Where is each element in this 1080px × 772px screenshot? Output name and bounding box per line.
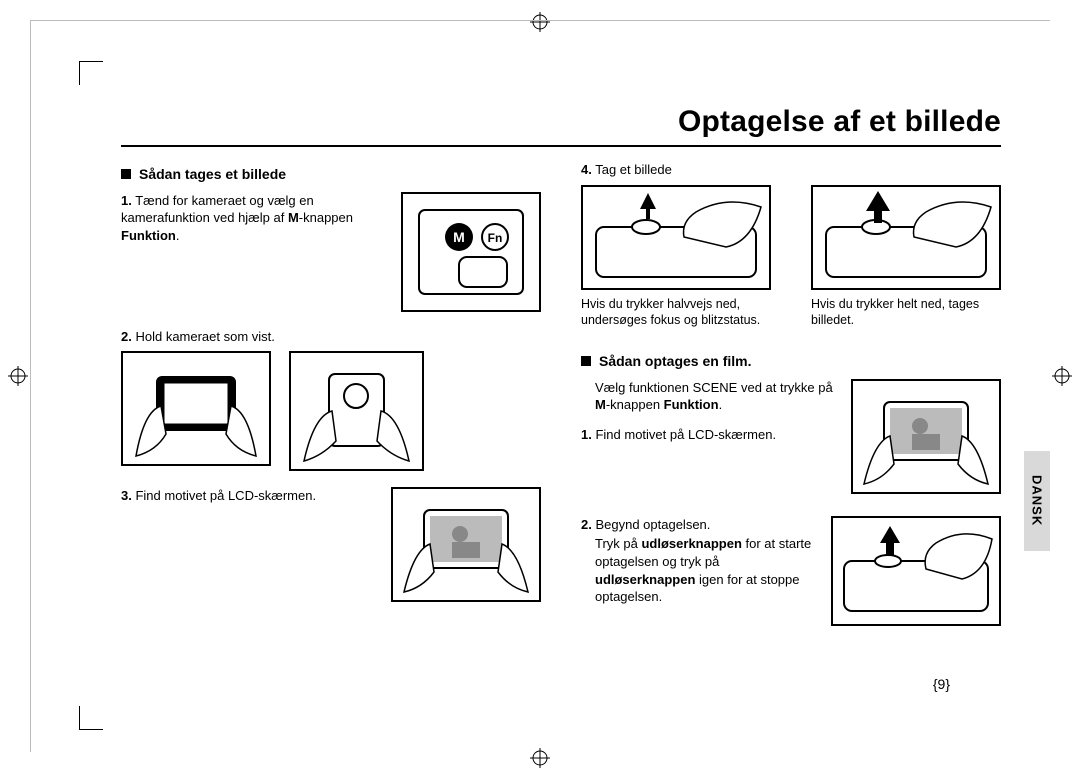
- film-intro-c: -knappen: [606, 397, 664, 412]
- illustration-hold-camera-front: [289, 351, 424, 471]
- illustration-hold-camera-back: [121, 351, 271, 466]
- left-column: Sådan tages et billede 1. Tænd for kamer…: [121, 161, 541, 626]
- film-step1-text: Find motivet på LCD-skærmen.: [595, 427, 776, 442]
- caption-half-press: Hvis du trykker halvvejs ned, undersøges…: [581, 296, 793, 329]
- step1-text-a: Tænd for kameraet og vælg en kamerafunkt…: [121, 193, 314, 226]
- illustration-shutter-half-press: [581, 185, 771, 290]
- illustration-m-button: M Fn: [401, 192, 541, 312]
- bullet-square-icon: [581, 356, 591, 366]
- film-intro-e: .: [719, 397, 723, 412]
- page-number: {9}: [933, 676, 950, 692]
- step-number: 1.: [581, 427, 592, 442]
- manual-page: DANSK Optagelse af et billede Sådan tage…: [30, 20, 1050, 752]
- crop-mark-bottom-left-icon: [79, 706, 103, 730]
- step-number: 2.: [581, 517, 592, 532]
- film-intro-b: M: [595, 397, 606, 412]
- svg-text:M: M: [453, 229, 465, 245]
- page-title: Optagelse af et billede: [121, 105, 1001, 147]
- step4-text: Tag et billede: [595, 162, 672, 177]
- step-number: 3.: [121, 488, 132, 503]
- film-step2-d: udløserknappen: [595, 572, 695, 587]
- language-tab-label: DANSK: [1030, 475, 1045, 526]
- illustration-film-shutter: [831, 516, 1001, 626]
- film-intro-a: Vælg funktionen SCENE ved at trykke på: [595, 380, 833, 395]
- section-heading-record-film: Sådan optages en film.: [581, 352, 1001, 371]
- language-tab: DANSK: [1024, 451, 1050, 551]
- step1-text-c: -knappen: [299, 210, 353, 225]
- section-heading-label: Sådan optages en film.: [599, 352, 751, 371]
- section-heading-label: Sådan tages et billede: [139, 165, 286, 184]
- film-step2-text: Begynd optagelsen.: [595, 517, 710, 532]
- film-step2-a: Tryk på: [595, 536, 641, 551]
- bullet-square-icon: [121, 169, 131, 179]
- crop-mark-top-left-icon: [79, 61, 103, 85]
- caption-full-press: Hvis du trykker helt ned, tages billedet…: [811, 296, 1001, 329]
- svg-text:Fn: Fn: [488, 231, 503, 245]
- step2-text: Hold kameraet som vist.: [135, 329, 274, 344]
- film-intro-d: Funktion: [664, 397, 719, 412]
- registration-mark-left-icon: [8, 366, 28, 386]
- section-heading-take-photo: Sådan tages et billede: [121, 165, 541, 184]
- registration-mark-right-icon: [1052, 366, 1072, 386]
- step-number: 4.: [581, 162, 592, 177]
- illustration-lcd-subject: [391, 487, 541, 602]
- step-number: 1.: [121, 193, 132, 208]
- film-step2-b: udløserknappen: [641, 536, 741, 551]
- step1-text-e: .: [176, 228, 180, 243]
- illustration-shutter-full-press: [811, 185, 1001, 290]
- step1-text-b: M: [288, 210, 299, 225]
- step3-text: Find motivet på LCD-skærmen.: [135, 488, 316, 503]
- step-number: 2.: [121, 329, 132, 344]
- step1-text-d: Funktion: [121, 228, 176, 243]
- illustration-film-lcd: [851, 379, 1001, 494]
- right-column: 4. Tag et billede Hvis du: [581, 161, 1001, 626]
